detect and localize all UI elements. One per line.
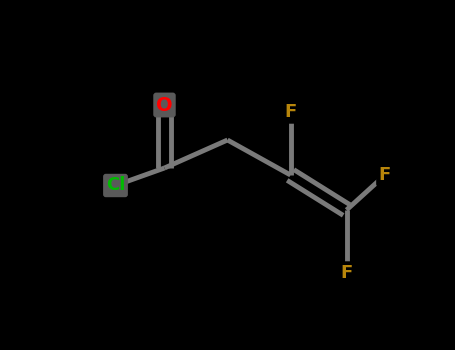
- Text: F: F: [284, 103, 297, 121]
- Text: F: F: [340, 264, 353, 282]
- Text: F: F: [379, 166, 391, 184]
- Text: Cl: Cl: [106, 176, 125, 195]
- Text: O: O: [156, 96, 173, 114]
